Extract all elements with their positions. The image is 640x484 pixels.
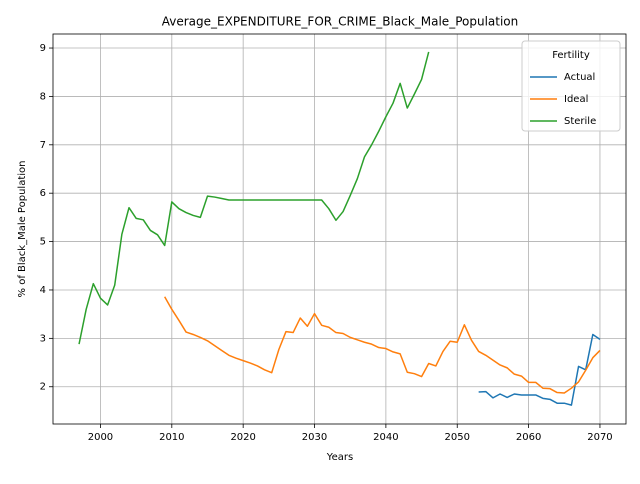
y-tick-label: 6: [40, 188, 46, 199]
lines: [78, 51, 601, 406]
chart-title: Average_EXPENDITURE_FOR_CRIME_Black_Male…: [162, 15, 519, 29]
x-tick-label: 2040: [373, 432, 398, 443]
series-line: [164, 296, 601, 394]
y-tick-label: 5: [40, 237, 46, 248]
y-tick-label: 3: [40, 333, 46, 344]
legend-label: Actual: [564, 72, 595, 83]
y-axis-label: % of Black_Male Population: [17, 161, 28, 298]
series-line: [478, 333, 601, 406]
legend-box: [521, 40, 621, 132]
legend: Fertility Actual Ideal Sterile: [521, 40, 621, 132]
x-tick-label: 2030: [302, 432, 327, 443]
x-tick-label: 2000: [88, 432, 113, 443]
legend-label: Sterile: [564, 116, 596, 127]
x-tick-label: 2070: [587, 432, 612, 443]
y-tick-label: 2: [40, 382, 46, 393]
x-tick-label: 2050: [445, 432, 470, 443]
x-tick-label: 2020: [230, 432, 255, 443]
y-tick-label: 8: [40, 91, 46, 102]
x-axis-label: Years: [326, 452, 353, 463]
series-line: [78, 51, 430, 345]
y-tick-label: 9: [40, 43, 46, 54]
x-tick-label: 2060: [516, 432, 541, 443]
y-tick-label: 4: [40, 285, 46, 296]
y-tick-label: 7: [40, 140, 46, 151]
legend-label: Ideal: [564, 94, 588, 105]
plot-frame: [52, 33, 627, 425]
x-tick-label: 2010: [159, 432, 184, 443]
legend-title: Fertility: [552, 50, 590, 61]
